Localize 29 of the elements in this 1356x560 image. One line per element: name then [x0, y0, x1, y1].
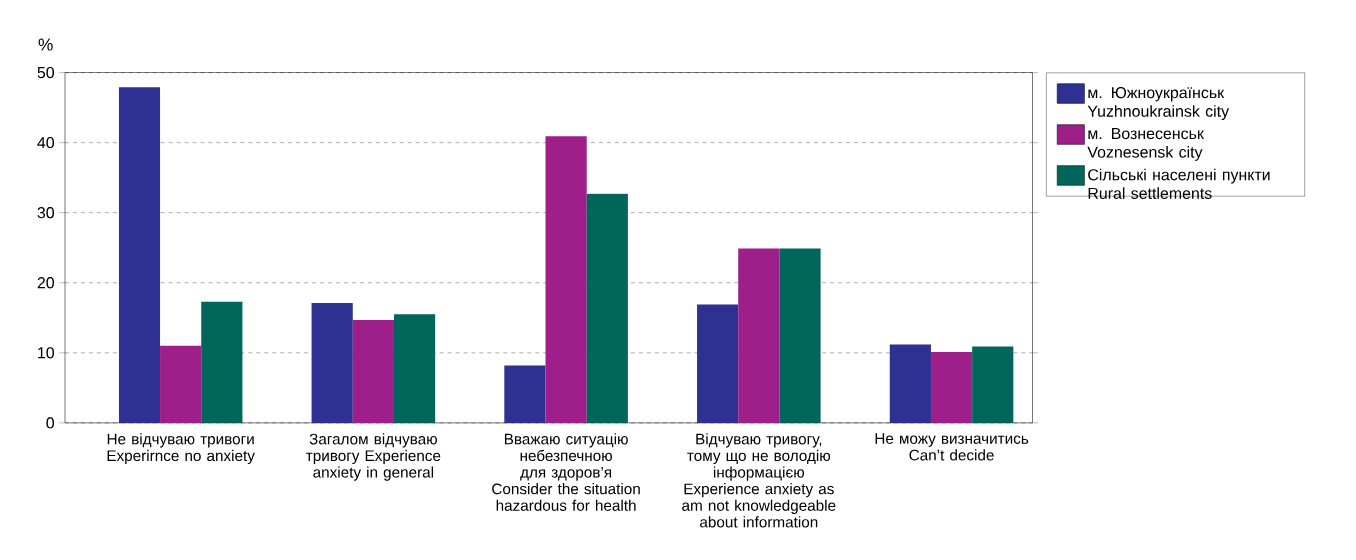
legend-label: Сільські населені пункти Rural settlements	[1088, 168, 1270, 199]
y-tick-label: 20	[37, 277, 55, 289]
y-tick-label: 40	[37, 136, 55, 149]
bar	[930, 352, 973, 423]
bar	[160, 345, 202, 423]
bar	[545, 136, 587, 423]
y-tick-label: 30	[37, 207, 55, 219]
x-tick-label: Загалом відчуваю тривогу Experience anxiety in general	[306, 433, 441, 481]
x-tick-label: Вважаю ситуацію небезпечною для здоров’я Consider the situation hazardous for health	[492, 433, 640, 511]
bar	[889, 344, 931, 423]
y-axis-title: %	[38, 38, 53, 51]
y-tick-label: 0	[46, 417, 55, 429]
x-tick-label: Не можу визначитись Can’t decide	[875, 433, 1029, 461]
bar	[738, 248, 780, 423]
legend-label: м. Вознесенськ Voznesensk city	[1087, 128, 1204, 161]
x-tick-label: Не відчуваю тривоги Experirnce no anxiety	[107, 433, 255, 465]
x-tick-label: Відчуваю тривогу, тому що не володію інформацією Experience anxiety as am not knowledgeable about information	[682, 433, 836, 528]
bar	[201, 301, 243, 423]
bar	[586, 193, 628, 423]
bar	[393, 314, 436, 423]
bar	[697, 304, 739, 423]
y-tick-label: 50	[37, 66, 55, 79]
bar	[504, 365, 546, 423]
bar	[118, 87, 161, 423]
bar	[352, 319, 394, 423]
y-tick-label: 10	[38, 347, 55, 359]
bar	[311, 303, 353, 423]
bar	[972, 346, 1014, 423]
bar	[779, 248, 821, 423]
